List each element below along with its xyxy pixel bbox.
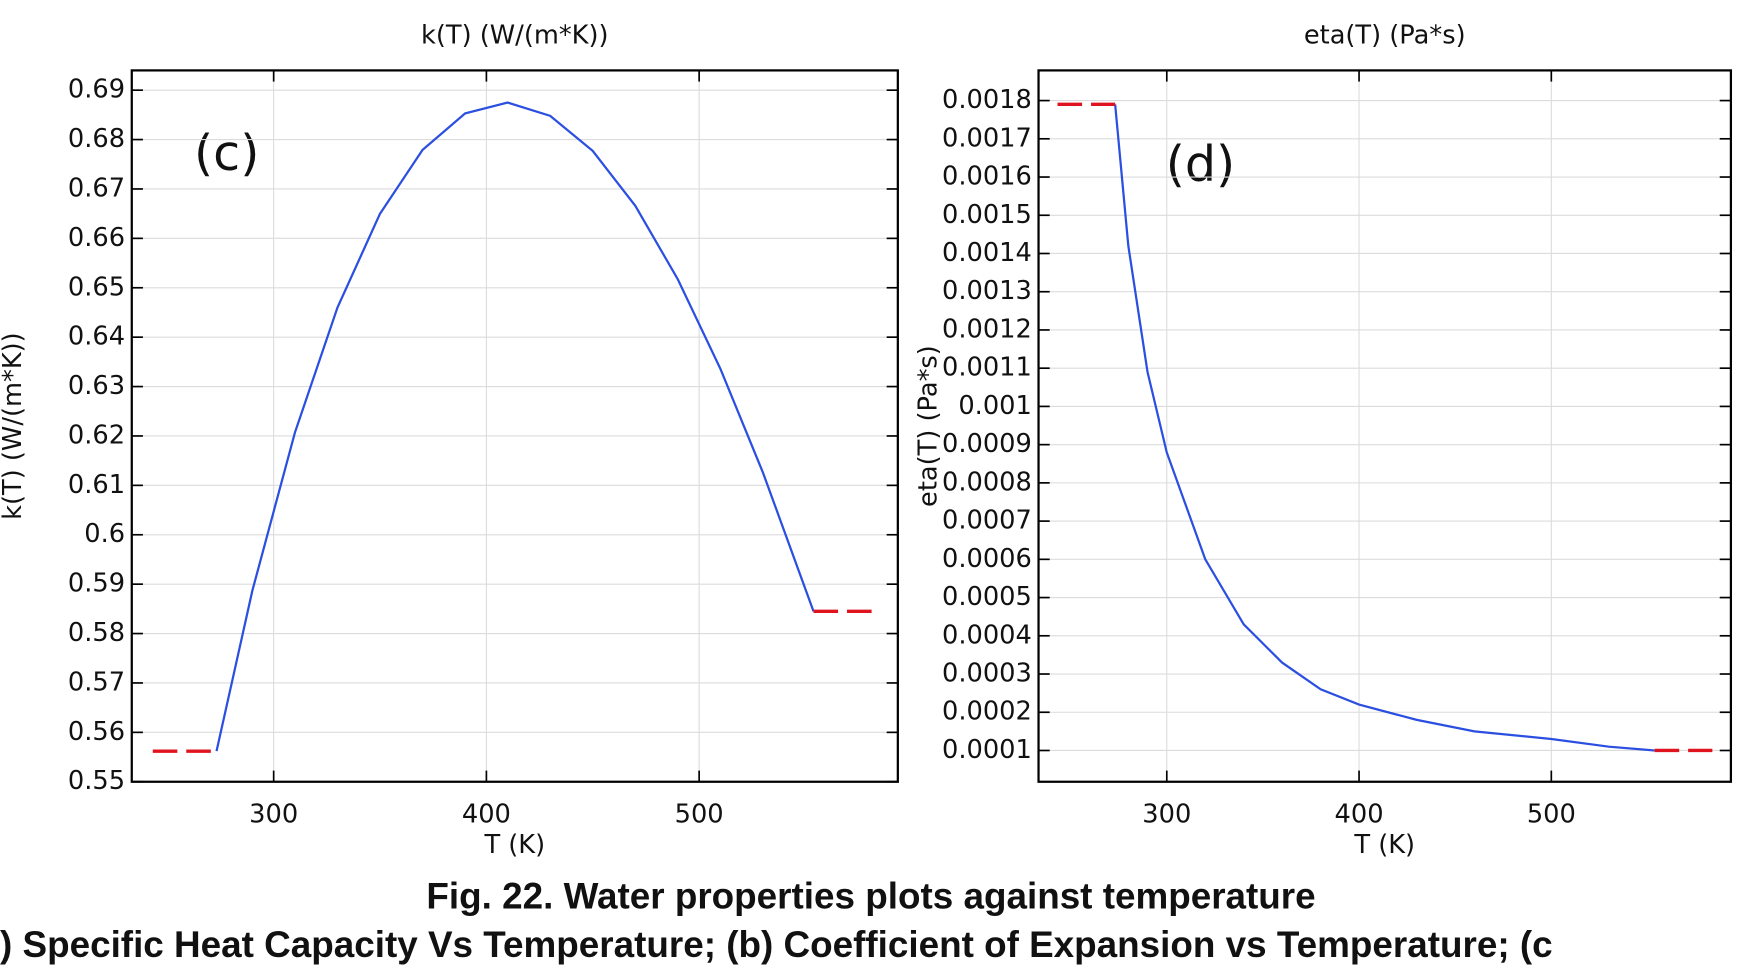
x-tick-label: 300	[1142, 800, 1191, 830]
y-tick-label: 0.0002	[942, 697, 1032, 727]
data-line	[1114, 104, 1655, 752]
y-tick-label: 0.61	[68, 470, 125, 500]
plot-frame	[1037, 69, 1733, 783]
x-tick-label: 400	[462, 800, 511, 830]
y-tick-label: 0.0006	[942, 544, 1032, 574]
x-axis-label: T (K)	[483, 830, 545, 860]
x-axis-label: T (K)	[1353, 830, 1415, 860]
y-tick-label: 0.62	[68, 420, 125, 450]
x-tick-label: 300	[249, 800, 298, 830]
chart-title: k(T) (W/(m*K))	[421, 20, 609, 50]
y-tick-label: 0.0014	[942, 238, 1032, 268]
y-tick-label: 0.67	[68, 173, 125, 203]
y-tick-label: 0.6	[84, 519, 125, 549]
y-tick-label: 0.0011	[942, 353, 1032, 383]
annotation: (d)	[1166, 135, 1236, 193]
y-tick-label: 0.0018	[942, 85, 1032, 115]
y-tick-label: 0.0007	[942, 506, 1032, 536]
y-tick-label: 0.57	[68, 667, 125, 697]
y-tick-label: 0.0009	[942, 429, 1032, 459]
y-tick-label: 0.64	[68, 322, 125, 352]
chart-title: eta(T) (Pa*s)	[1304, 20, 1466, 50]
y-tick-label: 0.63	[68, 371, 125, 401]
y-tick-label: 0.0016	[942, 162, 1032, 192]
y-tick-label: 0.0004	[942, 620, 1032, 650]
y-tick-label: 0.68	[68, 124, 125, 154]
y-tick-label: 0.65	[68, 272, 125, 302]
y-tick-label: 0.0017	[942, 123, 1032, 153]
y-axis-label: k(T) (W/(m*K))	[0, 332, 28, 520]
y-tick-label: 0.66	[68, 223, 125, 253]
y-tick-label: 0.59	[68, 569, 125, 599]
y-tick-label: 0.0001	[942, 735, 1032, 765]
caption-subtitle: ) Specific Heat Capacity Vs Temperature;…	[0, 924, 1553, 965]
y-tick-label: 0.001	[958, 391, 1031, 421]
y-tick-label: 0.55	[68, 766, 125, 796]
annotation: (c)	[194, 124, 259, 182]
y-tick-label: 0.0015	[942, 200, 1032, 230]
y-tick-label: 0.0012	[942, 314, 1032, 344]
y-tick-label: 0.0013	[942, 276, 1032, 306]
x-tick-label: 500	[1527, 800, 1576, 830]
y-axis-label: eta(T) (Pa*s)	[914, 345, 944, 507]
y-tick-label: 0.69	[68, 75, 125, 105]
caption-title: Fig. 22. Water properties plots against …	[426, 876, 1315, 917]
y-tick-label: 0.0008	[942, 467, 1032, 497]
y-tick-label: 0.0005	[942, 582, 1032, 612]
x-tick-label: 400	[1335, 800, 1384, 830]
y-tick-label: 0.56	[68, 717, 125, 747]
x-tick-label: 500	[675, 800, 724, 830]
data-line	[215, 101, 815, 752]
y-tick-label: 0.0003	[942, 659, 1032, 689]
y-tick-label: 0.58	[68, 618, 125, 648]
plot-frame	[130, 69, 899, 783]
